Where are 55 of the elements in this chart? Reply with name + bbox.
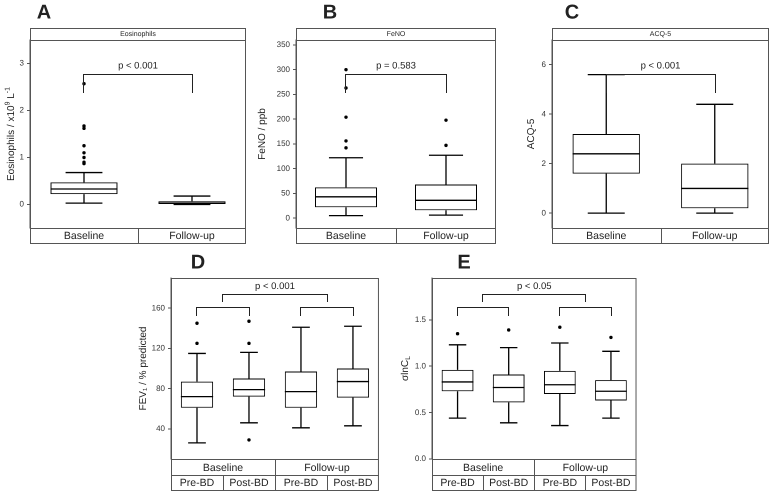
y-tick-label: 2	[542, 158, 547, 168]
y-tick-label: 350	[276, 40, 291, 50]
y-tick-label: 250	[276, 90, 291, 99]
annotation: p < 0.001	[640, 60, 680, 72]
y-tick-label: 3	[20, 58, 25, 68]
text: C	[564, 2, 580, 24]
y-tick-label: 2	[20, 106, 25, 115]
y-tick-label: 0.0	[414, 454, 427, 464]
y-tick-label: 100	[276, 164, 291, 173]
x-tick-label: Pre-BD	[542, 477, 578, 490]
annotation: p < 0.001	[118, 60, 158, 72]
x-tick-label: Post-BD	[333, 477, 373, 490]
text: Baseline	[462, 462, 504, 474]
y-tick-label: 160	[152, 303, 166, 312]
x-tick-label: Baseline	[64, 230, 104, 242]
y-tick-label: 120	[152, 344, 166, 353]
text: B	[322, 2, 338, 24]
y-tick-label: 1.5	[414, 314, 427, 324]
y-tick-label: 0	[20, 200, 25, 209]
x-tick-label: Pre-BD	[440, 477, 476, 490]
y-tick-label: 300	[276, 64, 291, 74]
annotation: p < 0.05	[516, 281, 552, 292]
y-tick-label: 0	[542, 208, 547, 218]
text: Baseline	[202, 462, 244, 474]
y-tick-label: 200	[276, 114, 291, 124]
y-tick-label: 1.0	[414, 361, 427, 370]
x-tick-label: Post-BD	[591, 477, 631, 490]
text: Follow-up	[304, 462, 350, 474]
x-tick-label: Post-BD	[489, 477, 529, 490]
text: D	[190, 252, 206, 274]
x-tick-label: Post-BD	[229, 477, 269, 490]
text: Follow-up	[562, 462, 608, 474]
y-tick-label: 6	[542, 60, 547, 69]
y-axis-title: FeNO / ppb	[256, 108, 268, 160]
text: A	[36, 2, 52, 24]
x-tick-label: Baseline	[326, 230, 366, 242]
y-tick-label: 0	[286, 213, 291, 222]
x-tick-label: Follow-up	[169, 230, 215, 242]
y-axis-title: FEV₁ / % predicted	[138, 326, 149, 410]
text: E	[457, 252, 471, 274]
annotation: p < 0.001	[255, 281, 295, 292]
y-tick-label: 50	[281, 188, 291, 198]
y-tick-label: 80	[156, 384, 166, 393]
x-tick-label: Follow-up	[692, 230, 738, 242]
y-axis-title: ACQ-5	[526, 118, 537, 150]
y-tick-label: 150	[276, 139, 291, 148]
y-tick-label: 0.5	[414, 408, 427, 417]
y-tick-label: 1	[20, 152, 25, 162]
y-tick-label: 4	[542, 109, 547, 118]
x-tick-label: Follow-up	[423, 230, 469, 242]
x-tick-label: Baseline	[586, 230, 627, 242]
annotation: p = 0.583	[376, 60, 416, 72]
y-tick-label: 40	[156, 424, 166, 434]
x-tick-label: Pre-BD	[284, 477, 319, 490]
x-tick-label: Pre-BD	[180, 477, 215, 490]
